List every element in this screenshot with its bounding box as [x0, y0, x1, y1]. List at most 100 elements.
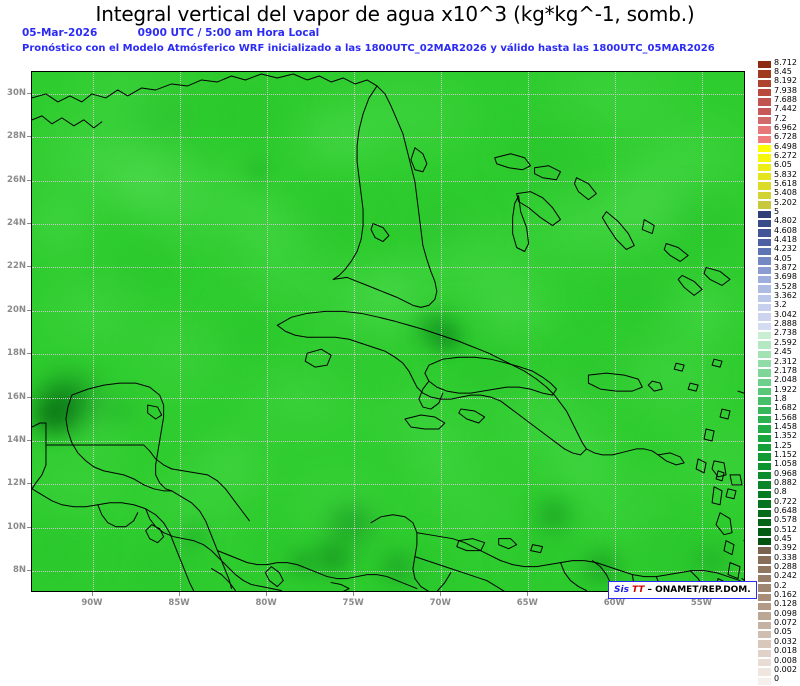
colorbar-swatch: [757, 452, 772, 462]
colorbar-swatch: [757, 368, 772, 378]
colorbar-swatch: [757, 321, 772, 331]
y-axis-tick-24N: 24N: [7, 217, 26, 228]
colorbar-swatch: [757, 312, 772, 322]
colorbar-tick-label: 1.458: [774, 421, 797, 431]
x-axis-tick-55W: 55W: [690, 598, 713, 608]
colorbar-swatch: [757, 265, 772, 275]
colorbar-level: 6.272: [757, 151, 800, 163]
colorbar-level: 7.2: [757, 113, 800, 126]
x-axis-tick-65W: 65W: [516, 598, 538, 608]
colorbar-level: 4.608: [757, 225, 800, 238]
colorbar-swatch: [757, 284, 772, 294]
lat-lon-gridlines: [32, 72, 744, 591]
colorbar-level: 7.442: [757, 104, 800, 117]
colorbar-level: 0.338: [757, 553, 800, 565]
colorbar-swatch: [757, 134, 772, 145]
colorbar-tick-label: 0.722: [774, 496, 797, 506]
colorbar-tick-label: 7.2: [774, 113, 787, 123]
colorbar-swatch: [757, 461, 772, 472]
colorbar-level: 5.202: [757, 197, 800, 210]
colorbar-tick-label: 2.048: [774, 375, 797, 385]
colorbar-level: 6.498: [757, 141, 800, 154]
map-plot-area[interactable]: [31, 71, 745, 592]
colorbar-tick-label: 8.45: [774, 66, 792, 76]
colorbar-swatch: [757, 162, 772, 173]
colorbar-tick-label: 1.058: [774, 459, 797, 469]
y-axis-tick-14N: 14N: [7, 435, 26, 446]
y-axis-tick-12N: 12N: [7, 478, 26, 489]
colorbar-tick-label: 4.802: [774, 216, 797, 226]
colorbar-swatch: [757, 218, 772, 229]
colorbar-tick-label: 8.712: [774, 57, 797, 67]
colorbar-level: 0.2: [757, 581, 800, 593]
colorbar-tick-label: 5.408: [774, 188, 797, 198]
colorbar-tick-label: 4.05: [774, 253, 792, 263]
colorbar[interactable]: 8.712 8.45 8.192 7.938 7.688 7.442 7.2 6.962 6.7…: [757, 57, 800, 686]
x-tick-mark: [91, 592, 93, 596]
colorbar-tick-label: 3.362: [774, 291, 797, 301]
model-description-line: Pronóstico con el Modelo Atmósferico WRF…: [22, 43, 715, 54]
colorbar-tick-label: 3.2: [774, 300, 787, 310]
colorbar-level: 5: [757, 207, 800, 219]
y-tick-mark: [27, 396, 31, 398]
colorbar-tick-label: 7.442: [774, 104, 797, 114]
colorbar-level: 2.45: [757, 347, 800, 359]
colorbar-level: 1.8: [757, 393, 800, 406]
colorbar-tick-label: 0.05: [774, 627, 792, 637]
colorbar-tick-label: 0.002: [774, 664, 797, 674]
colorbar-swatch: [757, 648, 772, 658]
colorbar-tick-label: 5.202: [774, 197, 797, 207]
colorbar-level: 0.8: [757, 487, 800, 500]
colorbar-tick-label: 0.008: [774, 655, 797, 665]
colorbar-swatch: [757, 480, 772, 490]
colorbar-tick-label: 4.232: [774, 244, 797, 254]
colorbar-level: 8.192: [757, 76, 800, 89]
colorbar-swatch: [757, 508, 772, 518]
colorbar-tick-label: 6.498: [774, 141, 797, 151]
colorbar-swatch: [757, 489, 772, 500]
colorbar-tick-label: 0.968: [774, 468, 797, 478]
colorbar-swatch: [757, 293, 772, 303]
colorbar-level: 1.352: [757, 431, 800, 444]
colorbar-level: 8.45: [757, 66, 800, 79]
colorbar-level: 2.312: [757, 357, 800, 369]
colorbar-swatch: [757, 676, 772, 686]
colorbar-swatch: [757, 144, 772, 154]
colorbar-tick-label: 1.8: [774, 393, 787, 403]
colorbar-tick-label: 3.042: [774, 309, 797, 319]
colorbar-swatch: [757, 639, 772, 649]
forecast-date: 05-Mar-2026: [22, 27, 98, 39]
y-tick-mark: [27, 136, 31, 138]
colorbar-swatch: [757, 78, 772, 89]
colorbar-level: 0.648: [757, 506, 800, 518]
y-tick-mark: [27, 92, 31, 94]
colorbar-tick-label: 2.738: [774, 328, 797, 338]
logo-org-text: – ONAMET/REP.DOM.: [647, 585, 751, 595]
colorbar-tick-label: 4.608: [774, 225, 797, 235]
colorbar-level: 1.152: [757, 449, 800, 462]
colorbar-swatch: [757, 190, 772, 201]
colorbar-tick-label: 0.512: [774, 524, 797, 534]
colorbar-level: 7.938: [757, 86, 800, 98]
colorbar-swatch: [757, 172, 772, 182]
colorbar-swatch: [757, 274, 772, 285]
colorbar-level: 2.888: [757, 319, 800, 331]
y-axis-tick-18N: 18N: [7, 348, 26, 359]
colorbar-level: 2.738: [757, 328, 800, 341]
x-axis-tick-70W: 70W: [429, 598, 451, 608]
colorbar-tick-label: 0.392: [774, 543, 797, 553]
colorbar-tick-label: 3.528: [774, 281, 797, 291]
colorbar-level: 0.45: [757, 534, 800, 546]
colorbar-level: 4.802: [757, 216, 800, 229]
colorbar-swatch: [757, 153, 772, 163]
colorbar-tick-label: 7.688: [774, 94, 797, 104]
colorbar-swatch: [757, 611, 772, 621]
colorbar-swatch: [757, 620, 772, 630]
colorbar-swatch: [757, 433, 772, 444]
colorbar-tick-label: 1.152: [774, 449, 797, 459]
colorbar-swatch: [757, 555, 772, 565]
colorbar-swatch: [757, 377, 772, 388]
colorbar-swatch: [757, 601, 772, 612]
colorbar-level: 6.962: [757, 123, 800, 135]
colorbar-tick-label: 0.8: [774, 487, 787, 497]
